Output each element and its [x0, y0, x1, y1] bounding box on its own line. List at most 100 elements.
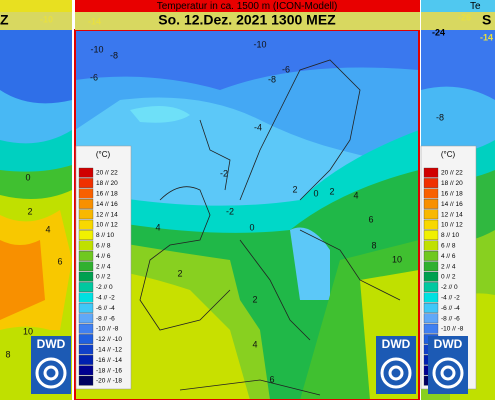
- date-bar: [75, 12, 420, 30]
- legend-swatch: [423, 188, 439, 199]
- contour-label: -2: [226, 206, 234, 216]
- contour-label: 6: [57, 256, 62, 266]
- legend-swatch: [423, 282, 439, 292]
- legend-swatch: [423, 199, 439, 209]
- legend-swatch: [78, 261, 94, 272]
- legend-swatch: [78, 303, 94, 313]
- legend-label: 20 // 22: [441, 170, 463, 177]
- legend-label: -2 // 0: [441, 284, 458, 291]
- legend-label: 6 // 8: [96, 243, 111, 250]
- legend-label: -16 // -14: [96, 357, 122, 364]
- legend-label: 16 // 18: [441, 191, 463, 198]
- legend-label: -4 // -2: [96, 295, 115, 302]
- contour-label: 8: [5, 349, 10, 359]
- legend-swatch: [78, 344, 94, 355]
- contour-label: 0: [25, 172, 30, 182]
- legend-unit: (°C): [96, 150, 111, 159]
- title-number: -24: [432, 27, 445, 37]
- legend-label: -8 // -6: [96, 315, 115, 322]
- legend-unit: (°C): [441, 150, 456, 159]
- contour-label: -8: [436, 112, 444, 122]
- contour-label: 4: [353, 190, 358, 200]
- map-title: Temperatur in ca. 1500 m (ICON-Modell): [157, 1, 338, 12]
- legend-label: 8 // 10: [441, 232, 459, 239]
- legend-label: 8 // 10: [96, 232, 114, 239]
- contour-label: -6: [282, 64, 290, 74]
- legend-label: 2 // 4: [441, 263, 456, 270]
- dwd-logo-text: DWD: [434, 337, 463, 351]
- legend-swatch: [423, 240, 439, 251]
- title-fragment: Te: [470, 1, 481, 12]
- legend-swatch: [78, 199, 94, 209]
- legend-label: 4 // 6: [441, 253, 456, 260]
- dwd-logo-icon: [440, 365, 456, 381]
- legend-swatch: [78, 323, 94, 334]
- legend-swatch: [423, 261, 439, 272]
- legend-swatch: [78, 167, 94, 178]
- legend-label: 10 // 12: [441, 222, 463, 229]
- contour-label: -2: [220, 168, 228, 178]
- title-bar: [75, 0, 420, 12]
- legend-label: -10 // -8: [441, 326, 464, 333]
- legend-swatch: [78, 240, 94, 251]
- legend-label: 12 // 14: [96, 211, 118, 218]
- legend-swatch: [423, 271, 439, 282]
- dwd-logo-icon: [35, 357, 67, 389]
- legend-label: 18 // 20: [96, 180, 118, 187]
- date-fragment: S: [482, 12, 491, 28]
- title-number: -14: [88, 16, 101, 26]
- legend-swatch: [78, 292, 94, 303]
- contour-label: 6: [269, 374, 274, 384]
- legend-swatch: [78, 209, 94, 220]
- legend-label: -18 // -16: [96, 367, 122, 374]
- legend-label: 14 // 16: [441, 201, 463, 208]
- legend-label: 14 // 16: [96, 201, 118, 208]
- legend-swatch: [423, 178, 439, 188]
- legend-swatch: [78, 271, 94, 282]
- contour-label: -10: [90, 44, 103, 54]
- legend-swatch: [78, 282, 94, 292]
- contour-label: 4: [252, 339, 257, 349]
- legend-label: -6 // -4: [96, 305, 115, 312]
- legend-label: 10 // 12: [96, 222, 118, 229]
- legend-label: -4 // -2: [441, 295, 460, 302]
- legend-swatch: [423, 323, 439, 334]
- legend-swatch: [78, 375, 94, 386]
- legend-swatch: [423, 219, 439, 230]
- legend-swatch: [423, 292, 439, 303]
- legend-label: 4 // 6: [96, 253, 111, 260]
- legend-swatch: [423, 303, 439, 313]
- contour-label: 2: [292, 184, 297, 194]
- dwd-logo-icon: [432, 357, 464, 389]
- contour-label: -8: [110, 50, 118, 60]
- legend-swatch: [78, 188, 94, 199]
- dwd-logo-text: DWD: [382, 337, 411, 351]
- contour-label: -4: [254, 122, 262, 132]
- legend-label: -12 // -10: [96, 336, 122, 343]
- contour-label: -8: [268, 74, 276, 84]
- contour-label: 2: [252, 294, 257, 304]
- contour-label: -6: [90, 72, 98, 82]
- dwd-logo: [376, 336, 416, 394]
- legend-swatch: [78, 313, 94, 324]
- date-fragment: Z: [0, 12, 9, 28]
- legend-swatch: [78, 251, 94, 261]
- dwd-logo-icon: [388, 365, 404, 381]
- dwd-logo-icon: [380, 357, 412, 389]
- legend-label: 16 // 18: [96, 191, 118, 198]
- legend-swatch: [78, 334, 94, 344]
- contour-label: 0: [313, 188, 318, 198]
- center-map: [75, 30, 419, 400]
- legend-swatch: [423, 313, 439, 324]
- contour-label: 4: [155, 222, 160, 232]
- title-number: -10: [40, 14, 53, 24]
- contour-label: 8: [371, 240, 376, 250]
- contour-label: 10: [23, 326, 33, 336]
- legend-label: 0 // 2: [441, 274, 456, 281]
- contour-label: -10: [253, 39, 266, 49]
- legend-label: -20 // -18: [96, 378, 122, 385]
- legend-swatch: [423, 209, 439, 220]
- legend-label: -14 // -12: [96, 347, 122, 354]
- legend-label: 6 // 8: [441, 243, 456, 250]
